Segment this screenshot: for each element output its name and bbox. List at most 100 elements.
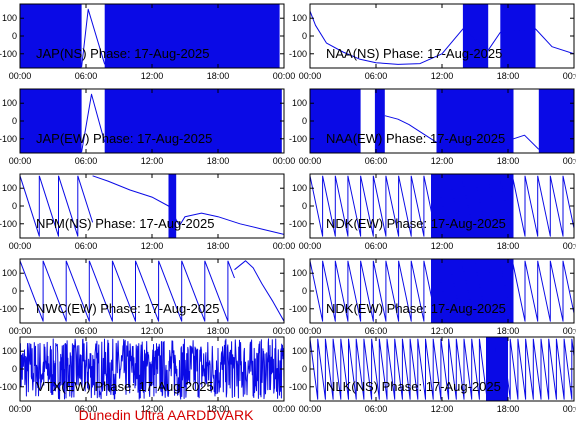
y-tick-label: -100 (0, 49, 17, 59)
x-tick-label: 18:00 (497, 156, 520, 166)
sawtooth-series (20, 175, 94, 237)
x-tick-label: 06:00 (75, 156, 98, 166)
y-tick-label: 100 (292, 346, 307, 356)
x-tick-label: 12:00 (141, 241, 164, 251)
x-tick-label: 12:00 (431, 71, 454, 81)
x-tick-label: 12:00 (141, 404, 164, 414)
x-tick-label: 12:00 (431, 156, 454, 166)
phase-panel: 100 0 -100 00:00 06:00 12:00 18:00 00:00 VTX(EW)… (0, 336, 296, 414)
panel-title: JAP(EW) Phase: 17-Aug-2025 (36, 131, 212, 146)
x-tick-label: 18:00 (207, 241, 230, 251)
x-tick-label: 18:00 (497, 326, 520, 336)
dense-trace-block (20, 89, 82, 153)
x-tick-label: 06:00 (75, 326, 98, 336)
sawtooth-series (20, 260, 235, 322)
x-tick-label: 18:00 (497, 71, 520, 81)
y-tick-label: 100 (292, 268, 307, 278)
x-tick-label: 18:00 (497, 404, 520, 414)
phase-series (81, 8, 106, 68)
panel-title: VTX(EW) Phase: 17-Aug-2025 (36, 379, 214, 394)
plot-area (310, 4, 574, 68)
plot-area (310, 174, 574, 238)
panel-title: NAA(NS) Phase: 17-Aug-2025 (326, 46, 502, 61)
plot-area (310, 89, 574, 153)
dense-trace-block (538, 89, 574, 153)
x-tick-label: 00:00 (9, 241, 32, 251)
x-tick-label: 06:00 (365, 326, 388, 336)
dense-trace-block (310, 89, 361, 153)
x-tick-label: 00:00 (563, 156, 576, 166)
phase-panel: 100 0 -100 00:00 06:00 12:00 18:00 00:00 NDK(EW)… (289, 258, 576, 336)
phase-series (310, 10, 574, 65)
x-tick-label: 12:00 (141, 326, 164, 336)
phase-panel: 100 0 -100 00:00 06:00 12:00 18:00 00:00 NDK(EW)… (289, 173, 576, 251)
x-tick-label: 00:00 (9, 71, 32, 81)
x-tick-label: 06:00 (365, 71, 388, 81)
dense-trace-block (104, 4, 280, 68)
y-tick-label: 100 (2, 268, 17, 278)
sawtooth-series (310, 260, 574, 322)
x-tick-label: 18:00 (207, 71, 230, 81)
y-tick-label: -100 (289, 382, 307, 392)
y-tick-label: 0 (302, 31, 307, 41)
phase-panel: 100 0 -100 00:00 06:00 12:00 18:00 00:00 JAP(EW)… (0, 88, 296, 166)
x-tick-label: 12:00 (431, 241, 454, 251)
y-tick-label: 100 (292, 13, 307, 23)
plot-area (20, 174, 284, 238)
plot-area (20, 338, 284, 400)
panel-title: NAA(EW) Phase: 17-Aug-2025 (326, 131, 505, 146)
plot-area (20, 260, 284, 322)
y-tick-label: 0 (12, 201, 17, 211)
x-tick-label: 18:00 (207, 404, 230, 414)
footer-label: Dunedin Ultra AARDDVARK (79, 407, 254, 423)
x-tick-label: 00:00 (273, 241, 296, 251)
y-tick-label: 0 (12, 116, 17, 126)
x-tick-label: 00:00 (563, 241, 576, 251)
x-tick-label: 00:00 (299, 404, 322, 414)
y-tick-label: 100 (2, 98, 17, 108)
y-tick-label: 0 (12, 31, 17, 41)
plot-area (310, 337, 574, 401)
panel-title: NDK(EW) Phase: 17-Aug-2025 (326, 216, 506, 231)
x-tick-label: 06:00 (75, 404, 98, 414)
noise-series (20, 338, 284, 400)
x-tick-label: 18:00 (497, 241, 520, 251)
y-tick-label: -100 (0, 134, 17, 144)
y-tick-label: 0 (302, 286, 307, 296)
y-tick-label: -100 (289, 134, 307, 144)
x-tick-label: 00:00 (9, 156, 32, 166)
dense-trace-block (104, 89, 282, 153)
x-tick-label: 00:00 (273, 326, 296, 336)
x-tick-label: 18:00 (207, 326, 230, 336)
x-tick-label: 00:00 (273, 404, 296, 414)
phase-series (234, 260, 284, 322)
y-tick-label: 100 (2, 183, 17, 193)
y-tick-label: -100 (0, 304, 17, 314)
x-tick-label: 12:00 (141, 156, 164, 166)
y-tick-label: 100 (292, 183, 307, 193)
phase-panel: 100 0 -100 00:00 06:00 12:00 18:00 00:00 NLK(NS)… (289, 336, 576, 414)
panel-title: NDK(EW) Phase: 17-Aug-2025 (326, 301, 506, 316)
x-tick-label: 12:00 (141, 71, 164, 81)
y-tick-label: 0 (302, 116, 307, 126)
y-tick-label: 0 (12, 364, 17, 374)
y-tick-label: 0 (302, 201, 307, 211)
dense-trace-block (436, 89, 514, 153)
plot-area (310, 259, 574, 323)
phase-panel: 100 0 -100 00:00 06:00 12:00 18:00 00:00 NAA(NS)… (289, 3, 576, 81)
x-tick-label: 00:00 (273, 156, 296, 166)
y-tick-label: 0 (302, 364, 307, 374)
x-tick-label: 12:00 (431, 404, 454, 414)
x-tick-label: 06:00 (365, 241, 388, 251)
phase-series (384, 115, 540, 150)
phase-series (92, 175, 284, 235)
y-tick-label: -100 (289, 304, 307, 314)
y-tick-label: 100 (2, 13, 17, 23)
sawtooth-series (310, 175, 574, 237)
phase-panel: 100 0 -100 00:00 06:00 12:00 18:00 00:00 JAP(NS)… (0, 3, 295, 81)
phase-panel: 100 0 -100 00:00 06:00 12:00 18:00 00:00 NPM(NS)… (0, 173, 296, 251)
y-tick-label: 100 (2, 346, 17, 356)
plot-area (20, 89, 282, 153)
plot-area (20, 4, 280, 68)
dense-trace-block (374, 89, 385, 153)
